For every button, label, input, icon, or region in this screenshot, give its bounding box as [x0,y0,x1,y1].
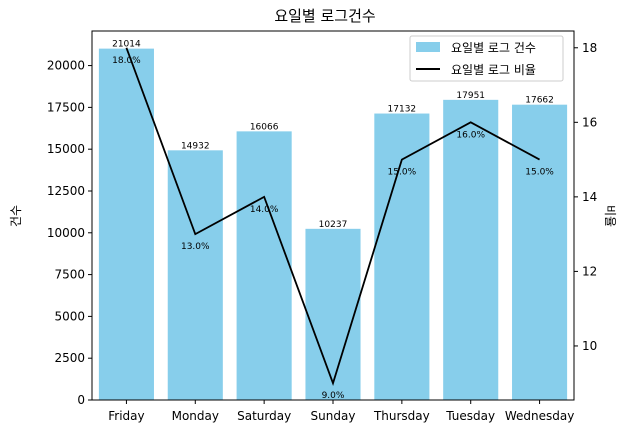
y2-tick-label: 14 [582,190,597,204]
chart-title: 요일별 로그건수 [274,7,375,25]
bar-friday [98,48,154,400]
x-tick-label: Friday [108,409,144,423]
bar-value-label: 17951 [456,91,485,101]
bar-tuesday [443,99,499,400]
bar-wednesday [512,104,568,401]
y2-tick-label: 12 [582,264,597,278]
line-layer: 18.0% 13.0% 14.0% 9.0% 15.0% 16.0% 15.0% [112,47,554,401]
legend-bar-label: 요일별 로그 건수 [451,41,536,55]
y2-tick-label: 10 [582,339,597,353]
legend-line-label: 요일별 로그 비율 [451,63,536,77]
y-tick-label: 12500 [47,184,85,198]
y-tick-label: 5000 [54,309,85,323]
ratio-line [125,47,540,387]
x-tick-label: Thursday [373,409,430,423]
legend-bar-swatch [416,42,440,52]
y-axis-title: 건수 [9,205,23,227]
y2-axis-title: 비율 [603,205,617,227]
x-tick-label: Sunday [311,409,356,423]
ratio-value-label: 13.0% [181,242,210,252]
y-tick-label: 10000 [47,226,85,240]
bar-value-label: 17132 [388,105,417,115]
y-tick-label: 20000 [47,59,85,73]
x-tick-label: Wednesday [505,409,574,423]
x-tick-label: Monday [172,409,219,423]
y-tick-label: 17500 [47,100,85,114]
x-tick-label: Saturday [237,409,291,423]
y2-tick-label: 16 [582,115,597,129]
bar-value-label: 10237 [319,220,348,230]
y-tick-label: 15000 [47,142,85,156]
ratio-value-label: 14.0% [250,205,279,215]
bar-saturday [236,131,292,400]
bar-value-label: 21014 [112,40,141,50]
bar-sunday [305,228,361,400]
bar-value-label: 17662 [525,96,554,106]
axes: 0 2500 5000 7500 10000 12500 15000 17500 20000 10… [47,30,597,423]
y-tick-label: 7500 [54,268,85,282]
bar-layer: 21014 14932 16066 10237 17132 17951 17662 [98,40,568,401]
legend-box [409,35,564,82]
ratio-value-label: 16.0% [456,130,485,140]
y2-tick-label: 18 [582,41,597,55]
y-tick-label: 0 [77,393,85,407]
bar-monday [167,150,223,400]
x-tick-label: Tuesday [445,409,495,423]
y-tick-label: 2500 [54,351,85,365]
ratio-value-label: 9.0% [322,391,345,401]
ratio-value-label: 18.0% [112,56,141,66]
ratio-value-label: 15.0% [525,168,554,178]
ratio-value-label: 15.0% [388,168,417,178]
bar-thursday [374,113,430,401]
bar-value-label: 14932 [181,141,210,151]
legend: 요일별 로그 건수 요일별 로그 비율 [409,35,564,82]
bar-value-label: 16066 [250,122,279,132]
